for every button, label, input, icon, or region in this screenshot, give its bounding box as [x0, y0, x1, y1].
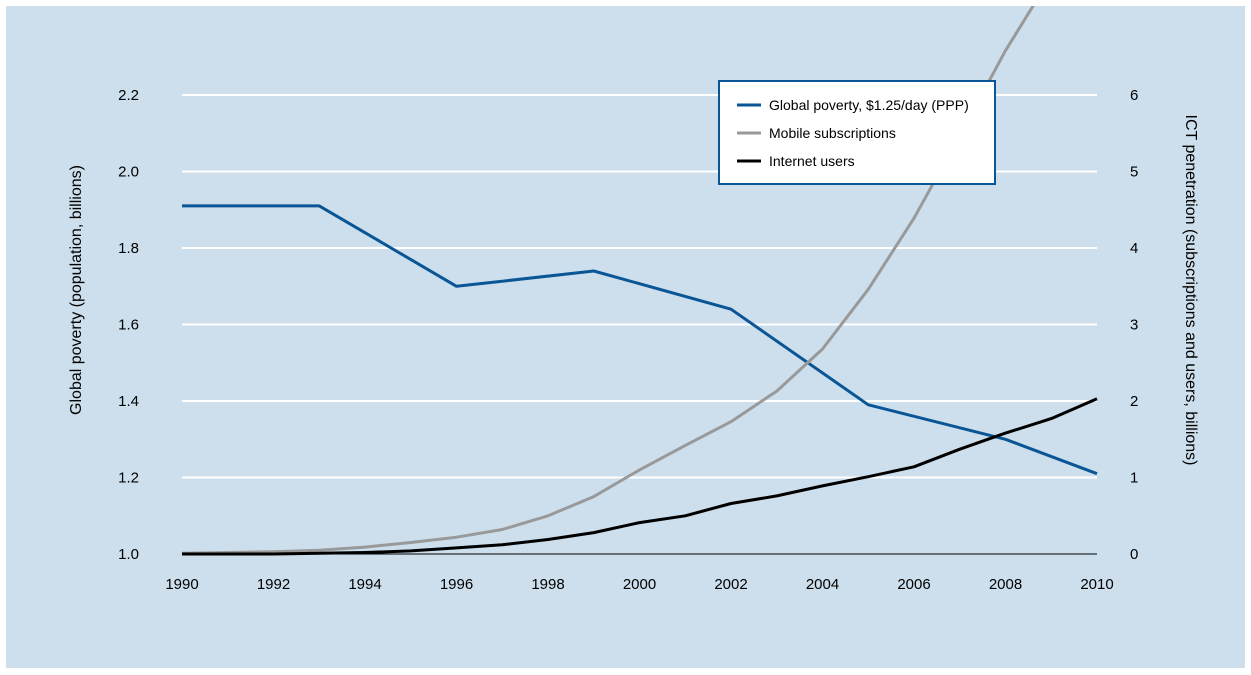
- legend: Global poverty, $1.25/day (PPP) Mobile su…: [718, 80, 996, 185]
- x-axis-ticks: 1990 1992 1994 1996 1998 2000 2002 2004 2006 2008…: [165, 576, 1113, 593]
- x-tick-label: 2008: [989, 576, 1022, 593]
- x-tick-label: 1996: [440, 576, 473, 593]
- x-tick-label: 1990: [165, 576, 198, 593]
- x-tick-label: 2000: [623, 576, 656, 593]
- left-y-tick-label: 2.2: [118, 87, 139, 104]
- right-y-tick-label: 4: [1130, 240, 1138, 257]
- x-tick-label: 2002: [714, 576, 747, 593]
- dual-axis-line-chart: 1990 1992 1994 1996 1998 2000 2002 2004 2006 2008…: [68, 6, 1199, 593]
- left-y-tick-label: 1.8: [118, 240, 139, 257]
- chart-panel: 1990 1992 1994 1996 1998 2000 2002 2004 2006 2008…: [6, 6, 1245, 668]
- right-y-tick-label: 2: [1130, 393, 1138, 410]
- left-axis-title: Global poverty (population, billions): [68, 165, 85, 415]
- right-y-tick-label: 3: [1130, 317, 1138, 334]
- series-line-internet-users: [182, 397, 1098, 556]
- left-y-tick-label: 1.2: [118, 470, 139, 487]
- x-tick-label: 2010: [1080, 576, 1113, 593]
- x-tick-label: 2004: [806, 576, 839, 593]
- right-y-tick-label: 1: [1130, 470, 1138, 487]
- legend-label: Internet users: [769, 153, 855, 169]
- left-y-tick-label: 1.4: [118, 393, 139, 410]
- left-y-tick-label: 1.0: [118, 546, 139, 563]
- legend-label: Mobile subscriptions: [769, 125, 896, 141]
- right-y-tick-label: 6: [1130, 87, 1138, 104]
- right-y-tick-label: 5: [1130, 164, 1138, 181]
- x-tick-label: 1994: [348, 576, 381, 593]
- series-line-global-poverty-1-25-day-ppp: [182, 204, 1098, 476]
- x-tick-label: 1998: [531, 576, 564, 593]
- left-y-tick-label: 2.0: [118, 164, 139, 181]
- left-y-axis-ticks: 1.0 1.2 1.4 1.6 1.8 2.0 2.2: [118, 87, 139, 563]
- x-tick-label: 1992: [257, 576, 290, 593]
- gridlines: [182, 94, 1097, 479]
- x-tick-label: 2006: [897, 576, 930, 593]
- legend-box: [718, 80, 996, 185]
- right-y-tick-label: 0: [1130, 546, 1138, 563]
- right-y-axis-ticks: 0 1 2 3 4 5 6: [1130, 87, 1138, 563]
- right-axis-title: ICT penetration (subscriptions and users…: [1182, 115, 1199, 466]
- left-y-tick-label: 1.6: [118, 317, 139, 334]
- legend-label: Global poverty, $1.25/day (PPP): [769, 97, 969, 113]
